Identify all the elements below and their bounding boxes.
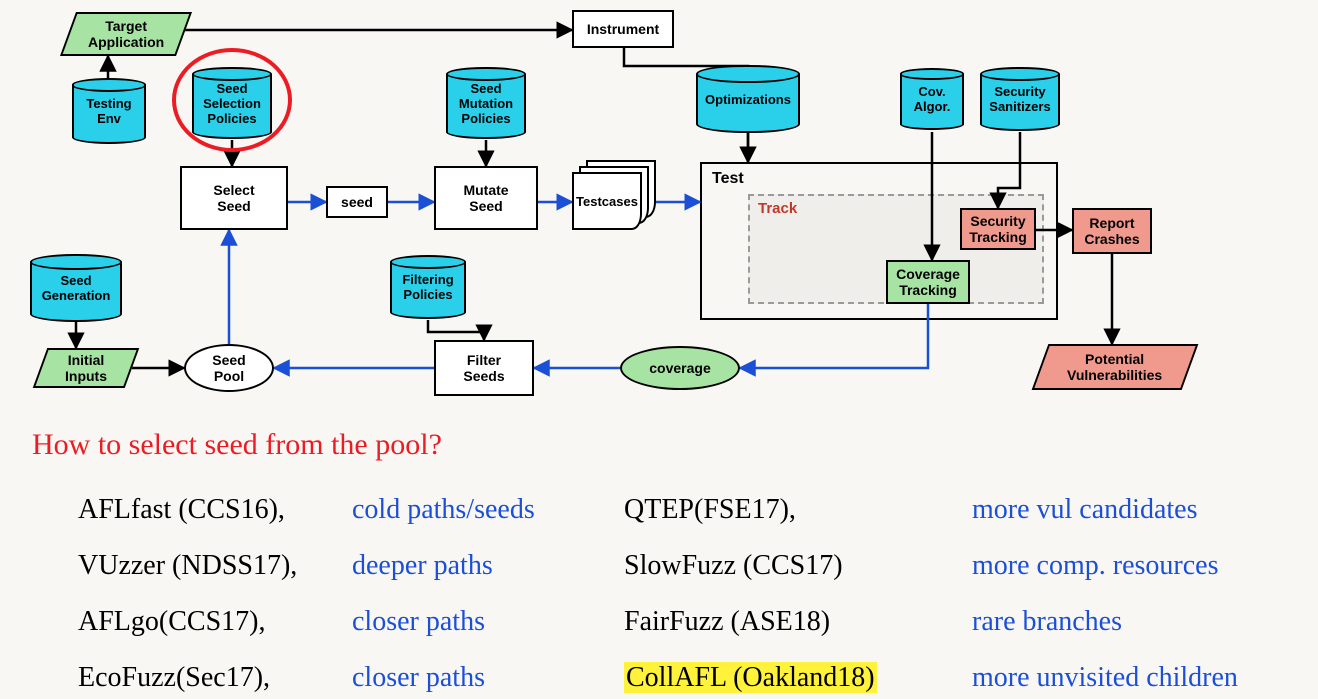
node-pot-vuln: PotentialVulnerabilities (1032, 344, 1199, 390)
paper-name: VUzzer (NDSS17), (78, 550, 297, 582)
paper-desc: rare branches (972, 606, 1122, 638)
paper-desc: closer paths (352, 662, 485, 694)
node-filter-pol: FilteringPolicies (390, 262, 466, 312)
node-seed: seed (326, 186, 388, 218)
node-report-crashes: ReportCrashes (1072, 208, 1152, 254)
node-seed-pool: SeedPool (184, 344, 274, 392)
paper-name: FairFuzz (ASE18) (624, 606, 830, 638)
edge-filter_pol-filter_seeds (428, 320, 484, 340)
paper-desc: closer paths (352, 606, 485, 638)
node-filter-seeds: FilterSeeds (434, 340, 534, 396)
paper-name: AFLfast (CCS16), (78, 494, 285, 526)
node-select-seed: SelectSeed (180, 166, 288, 230)
paper-desc: more comp. resources (972, 550, 1218, 582)
diagram-stage: Test Track TargetApplicationTestingEnvSe… (0, 0, 1318, 699)
node-sec-sanit: SecuritySanitizers (980, 74, 1060, 124)
paper-desc: more vul candidates (972, 494, 1197, 526)
node-cov-tracking: CoverageTracking (886, 260, 970, 304)
node-optimizations: Optimizations (696, 74, 800, 124)
paper-desc: more unvisited children (972, 662, 1238, 694)
paper-name: AFLgo(CCS17), (78, 606, 265, 638)
node-seed-gen: SeedGeneration (30, 262, 122, 314)
node-sec-tracking: SecurityTracking (960, 208, 1036, 250)
node-testing-env: TestingEnv (72, 85, 146, 137)
paper-desc: cold paths/seeds (352, 494, 535, 526)
node-target-app: TargetApplication (60, 12, 192, 56)
node-mutate-seed: MutateSeed (434, 166, 538, 230)
node-instrument: Instrument (572, 10, 674, 48)
paper-name: CollAFL (Oakland18) (624, 662, 877, 694)
node-seed-mut-pol: SeedMutationPolicies (446, 74, 526, 132)
node-cov-algor: Cov.Algor. (900, 74, 964, 124)
node-coverage: coverage (620, 346, 740, 390)
node-seed-sel-pol: SeedSelectionPolicies (192, 74, 272, 132)
paper-name: EcoFuzz(Sec17), (78, 662, 270, 694)
section-heading: How to select seed from the pool? (32, 428, 442, 462)
paper-name: QTEP(FSE17), (624, 494, 796, 526)
paper-desc: deeper paths (352, 550, 493, 582)
node-initial-inputs: InitialInputs (33, 348, 140, 388)
paper-name: SlowFuzz (CCS17) (624, 550, 843, 582)
node-testcases: Testcases (572, 172, 658, 242)
